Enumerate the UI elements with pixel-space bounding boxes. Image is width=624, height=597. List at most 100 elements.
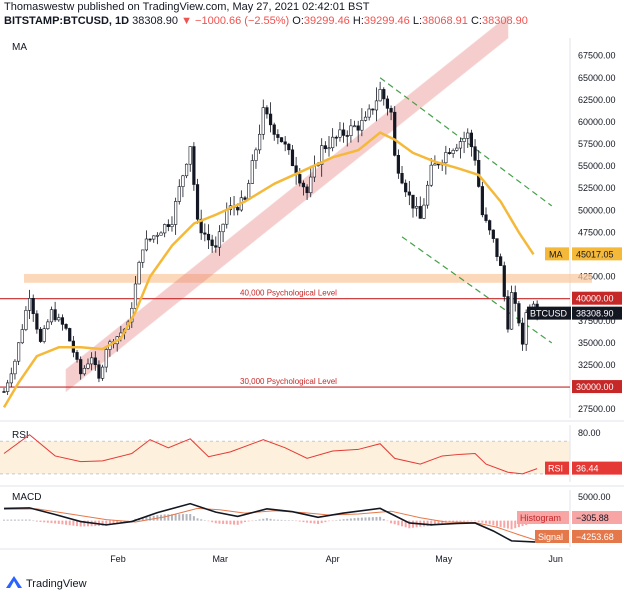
open-label: O:: [292, 15, 304, 27]
macd-histogram-bar: [514, 520, 517, 529]
macd-histogram-bar: [364, 517, 367, 521]
macd-histogram-bar: [149, 516, 152, 521]
time-axis: Feb Mar Apr May Jun: [0, 548, 570, 564]
last-price-tag: 38308.90: [576, 309, 614, 319]
candle-body: [170, 224, 174, 227]
candle-body: [152, 235, 156, 240]
macd-histogram-bar: [247, 520, 250, 522]
candle-body: [35, 313, 39, 330]
candle-body: [338, 129, 342, 138]
macd-histogram-bar: [485, 520, 488, 524]
candle-body: [378, 89, 382, 102]
candle-body: [458, 141, 463, 149]
candle-body: [323, 145, 327, 150]
candle-body: [473, 146, 477, 161]
macd-histogram-bar: [211, 520, 214, 523]
candle-body: [389, 108, 393, 113]
macd-histogram-bar: [105, 520, 108, 526]
candle-body: [524, 312, 528, 345]
candle-body: [444, 152, 448, 164]
time-axis-label: Jun: [548, 554, 563, 564]
macd-histogram-bar: [437, 520, 440, 525]
candle-body: [396, 155, 400, 174]
macd-histogram-bar: [430, 520, 433, 526]
macd-histogram-bar: [349, 518, 352, 521]
psychological-level-label: 40,000 Psychological Level: [240, 289, 337, 298]
rsi-value-tag: 36.44: [576, 464, 599, 474]
candle-body: [53, 309, 57, 321]
candle-body: [57, 317, 61, 321]
candle-body: [276, 134, 280, 138]
macd-histogram-bar: [196, 518, 199, 521]
macd-histogram-bar: [331, 520, 334, 522]
candle-body: [455, 147, 459, 151]
price-tick-label: 52500.00: [578, 183, 616, 193]
macd-histogram-bar: [276, 519, 279, 521]
macd-histogram-bar: [353, 518, 356, 521]
rsi-line: [3, 434, 538, 475]
candle-body: [352, 125, 357, 128]
macd-line: [3, 502, 538, 543]
candle-body: [90, 357, 94, 365]
symbol-name: BITSTAMP:BTCUSD, 1D: [4, 15, 130, 27]
macd-histogram-bar: [244, 520, 247, 523]
candle-body: [520, 322, 525, 345]
candle-body: [93, 357, 97, 366]
ma-value-tag-bg: [572, 247, 622, 261]
candle-body: [46, 321, 50, 329]
candle-body: [265, 107, 269, 115]
candle-body: [415, 206, 419, 209]
candle-body: [247, 183, 251, 200]
price-tick-label: 35000.00: [578, 338, 616, 348]
macd-histogram-bar: [433, 520, 436, 526]
candle-body: [174, 201, 178, 225]
candle-body: [199, 218, 203, 234]
macd-histogram-bar: [167, 514, 170, 521]
ascending-channel: [65, 14, 509, 393]
macd-histogram-bar: [357, 517, 360, 521]
candle-body: [451, 150, 455, 154]
candle-body: [334, 136, 338, 139]
candle-body: [371, 108, 375, 111]
close-value: 38308.90: [481, 15, 528, 27]
candle-body: [133, 283, 138, 309]
macd-histogram-bar: [200, 519, 203, 521]
candle-body: [31, 298, 35, 315]
level-price-tag-bg: [572, 291, 622, 305]
macd-histogram-bar: [50, 520, 53, 524]
rsi-pane: RSI 80.00 RSI 36.44: [0, 425, 624, 487]
macd-histogram-bar: [174, 514, 177, 521]
macd-histogram-bar: [459, 520, 462, 522]
price-tick-label: 47500.00: [578, 227, 616, 237]
candle-body: [429, 164, 433, 186]
macd-histogram-bar: [229, 520, 232, 525]
close-label: C:: [470, 15, 482, 27]
time-axis-label: May: [435, 554, 453, 564]
price-tick-label: 65000.00: [578, 73, 616, 83]
macd-histogram-bar: [145, 516, 148, 521]
candle-body: [360, 120, 364, 131]
histogram-tag-label: Histogram: [520, 513, 561, 523]
publisher-line: Thomaswestw published on TradingView.com…: [4, 1, 370, 13]
candle-body: [166, 224, 170, 227]
tradingview-logo: TradingView: [6, 576, 87, 590]
macd-histogram-bar: [375, 517, 378, 521]
macd-histogram-bar: [203, 520, 206, 521]
macd-histogram-bar: [262, 518, 265, 521]
price-tick-label: 42500.00: [578, 272, 616, 282]
macd-histogram-bar: [287, 520, 290, 521]
macd-histogram-bar: [346, 518, 349, 521]
macd-histogram-bar: [79, 520, 82, 527]
rsi-legend-title: RSI: [12, 430, 29, 441]
candle-body: [13, 360, 17, 375]
candle-body: [258, 133, 262, 151]
candle-body: [422, 204, 426, 219]
candle-body: [509, 292, 514, 330]
macd-histogram-bar: [163, 514, 166, 521]
macd-histogram-bar: [76, 520, 79, 527]
macd-histogram-bar: [39, 520, 42, 522]
candle-body: [462, 138, 466, 142]
macd-histogram-bar: [240, 520, 243, 524]
ma-value-tag: 45017.05: [576, 249, 614, 259]
candle-body: [97, 364, 101, 379]
